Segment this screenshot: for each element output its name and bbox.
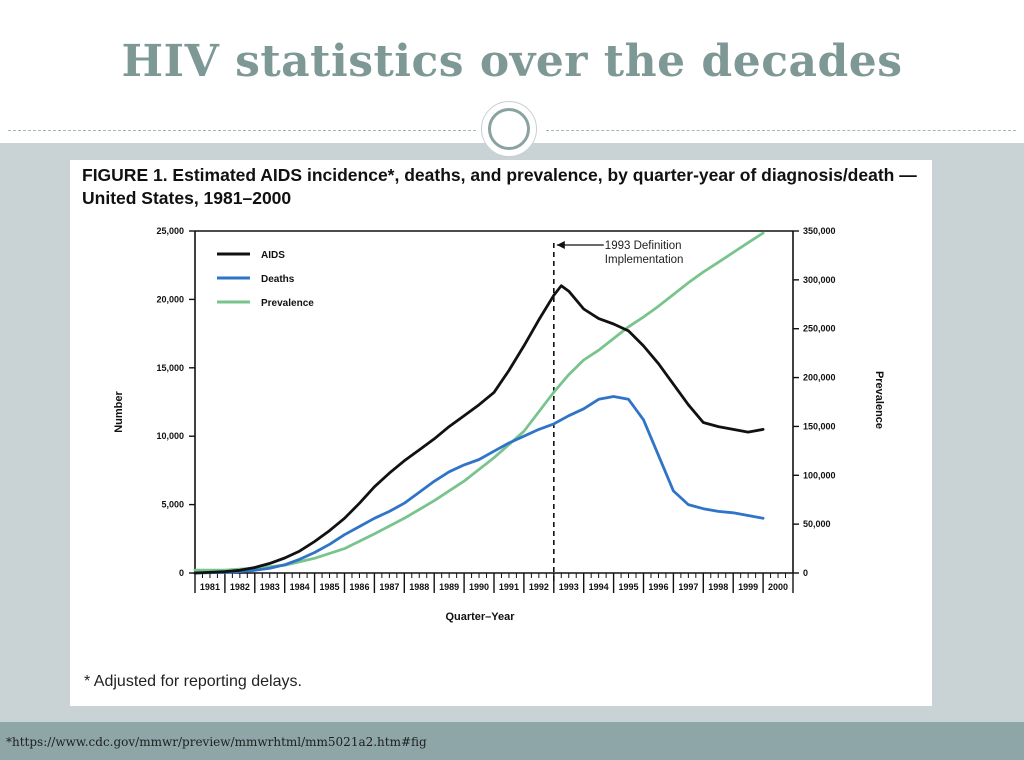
y2-tick-label: 50,000 bbox=[803, 519, 831, 529]
header-divider-left bbox=[8, 130, 476, 131]
annotation-text: 1993 Definition bbox=[605, 240, 682, 252]
y2-tick-label: 200,000 bbox=[803, 373, 836, 383]
series-line-deaths bbox=[193, 395, 765, 575]
y-tick-label: 25,000 bbox=[156, 226, 184, 236]
x-tick-label: 1998 bbox=[708, 582, 728, 592]
source-citation: *https://www.cdc.gov/mmwr/preview/mmwrht… bbox=[6, 735, 427, 749]
y2-axis-title: Prevalence bbox=[873, 371, 885, 429]
x-tick-label: 1999 bbox=[738, 582, 758, 592]
y2-tick-label: 250,000 bbox=[803, 324, 836, 334]
x-tick-label: 1985 bbox=[320, 582, 340, 592]
y2-tick-label: 300,000 bbox=[803, 275, 836, 285]
x-tick-label: 1984 bbox=[290, 582, 310, 592]
y-tick-label: 10,000 bbox=[156, 431, 184, 441]
x-tick-label: 1982 bbox=[230, 582, 250, 592]
y-tick-label: 15,000 bbox=[156, 363, 184, 373]
y-tick-label: 20,000 bbox=[156, 294, 184, 304]
x-tick-label: 1989 bbox=[439, 582, 459, 592]
x-tick-label: 1993 bbox=[559, 582, 579, 592]
y2-tick-label: 350,000 bbox=[803, 226, 836, 236]
y2-tick-label: 150,000 bbox=[803, 421, 836, 431]
x-tick-label: 1995 bbox=[619, 582, 639, 592]
x-tick-label: 1986 bbox=[349, 582, 369, 592]
x-tick-label: 1983 bbox=[260, 582, 280, 592]
legend-label: AIDS bbox=[261, 250, 285, 261]
figure-title: FIGURE 1. Estimated AIDS incidence*, dea… bbox=[82, 165, 917, 208]
figure-footnote: * Adjusted for reporting delays. bbox=[84, 673, 302, 690]
x-tick-label: 1997 bbox=[678, 582, 698, 592]
x-tick-label: 1996 bbox=[648, 582, 668, 592]
y-tick-label: 0 bbox=[179, 568, 184, 578]
annotation-arrowhead bbox=[556, 241, 565, 249]
x-tick-label: 1981 bbox=[200, 582, 220, 592]
x-tick-label: 2000 bbox=[768, 582, 788, 592]
figure-panel bbox=[70, 160, 932, 706]
decorative-ring bbox=[481, 101, 537, 157]
series-line-prevalence bbox=[193, 231, 765, 572]
x-axis-title: Quarter–Year bbox=[445, 611, 515, 623]
y2-tick-label: 0 bbox=[803, 568, 808, 578]
x-tick-label: 1988 bbox=[409, 582, 429, 592]
x-tick-label: 1990 bbox=[469, 582, 489, 592]
y2-tick-label: 100,000 bbox=[803, 470, 836, 480]
x-tick-label: 1987 bbox=[379, 582, 399, 592]
x-tick-label: 1994 bbox=[589, 582, 609, 592]
series-line-aids bbox=[193, 284, 765, 575]
hiv-chart: 0 5,000 10,000 15,000 20,000 25,000 0 50,000 100… bbox=[113, 226, 885, 623]
legend-label: Deaths bbox=[261, 274, 295, 285]
annotation-text: Implementation bbox=[605, 254, 684, 266]
y-axis-title: Number bbox=[113, 391, 125, 433]
x-tick-label: 1992 bbox=[529, 582, 549, 592]
x-tick-label: 1991 bbox=[499, 582, 519, 592]
slide-title: HIV statistics over the decades bbox=[121, 36, 903, 87]
legend-label: Prevalence bbox=[261, 298, 314, 309]
bottom-bar bbox=[0, 722, 1024, 760]
header-divider-right bbox=[546, 130, 1016, 131]
y-tick-label: 5,000 bbox=[161, 500, 184, 510]
